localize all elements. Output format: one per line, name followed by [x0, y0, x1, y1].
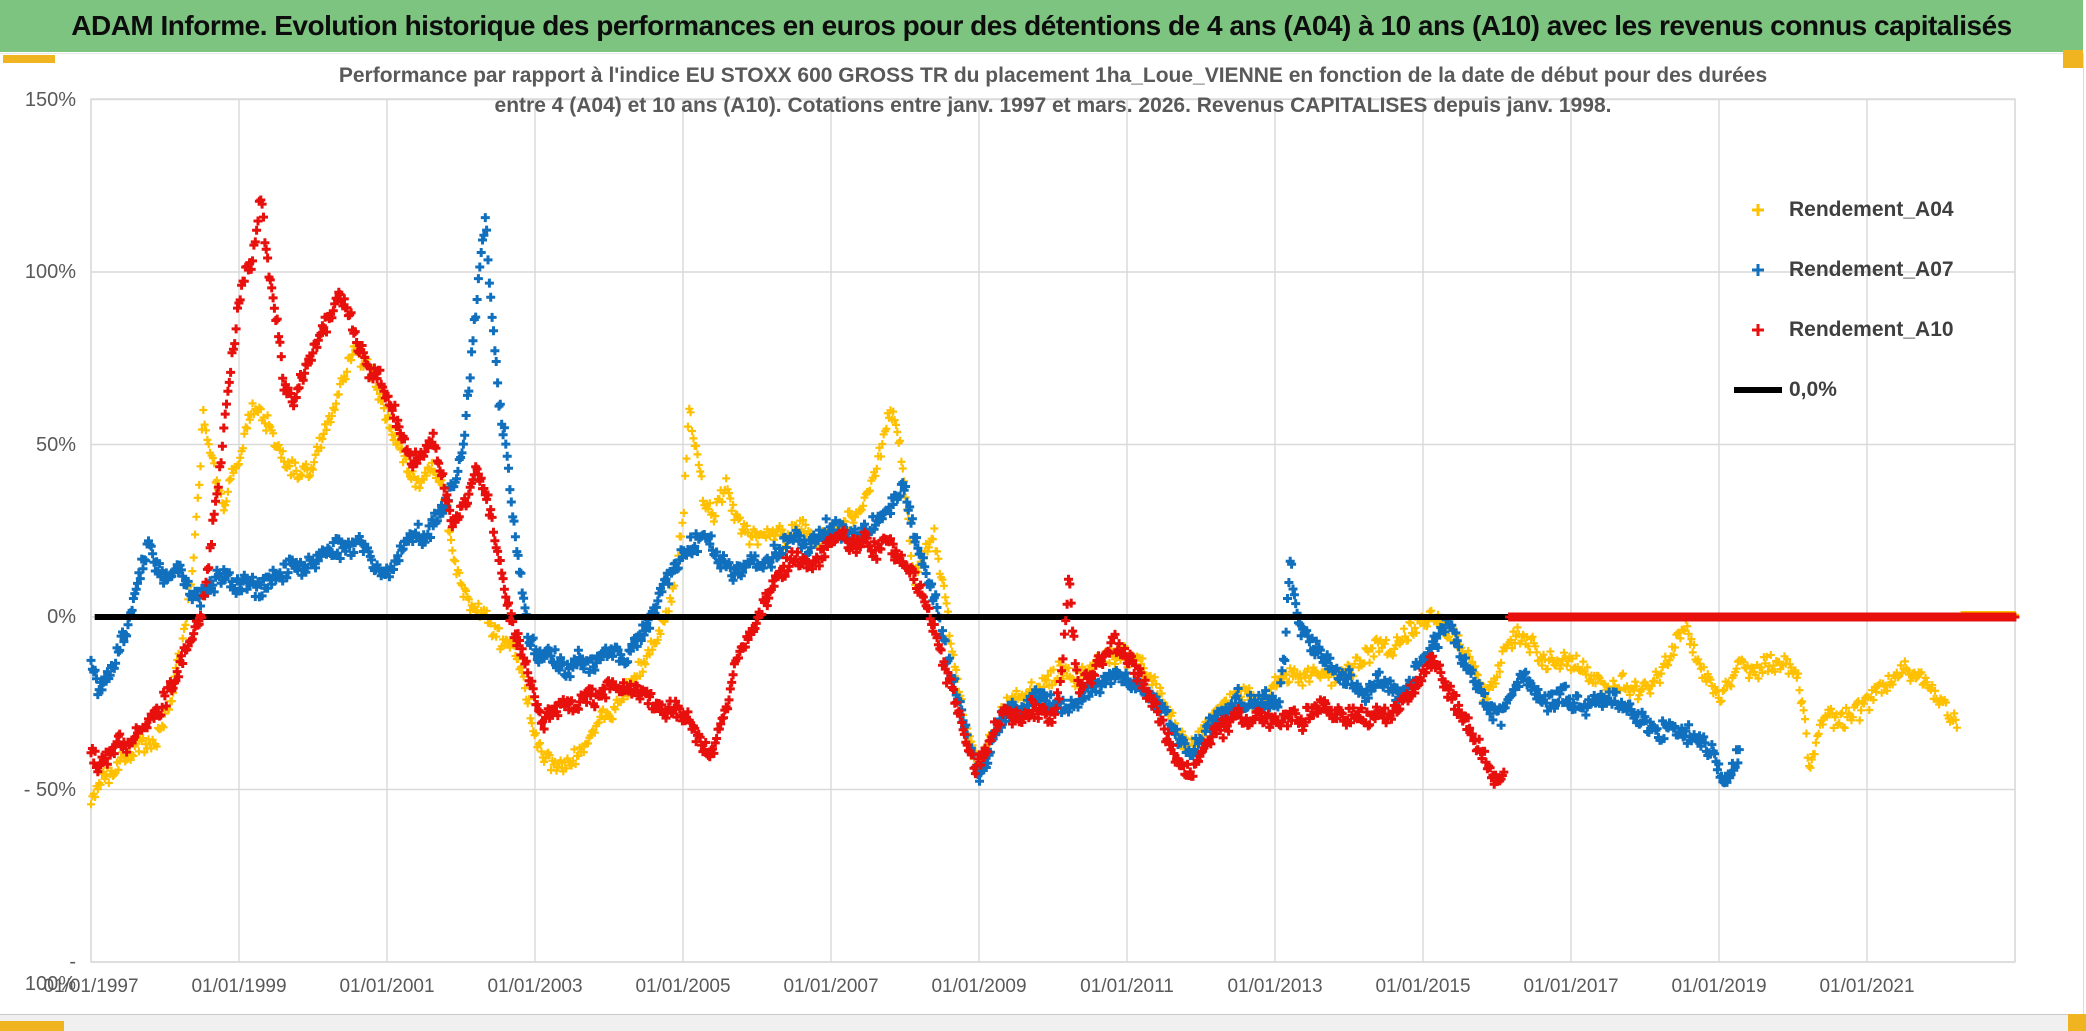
x-tick-label: 01/01/2019 [1671, 976, 1767, 997]
header-bar: ADAM Informe. Evolution historique des p… [0, 0, 2083, 52]
chart-title: Performance par rapport à l'indice EU ST… [91, 61, 2015, 121]
legend-item-Rendement-A04[interactable]: Rendement_A04 [1733, 195, 1954, 225]
y-tick-label: 100% [24, 261, 76, 283]
y-tick-label: 50% [35, 433, 76, 456]
bottom-strip [0, 1014, 2086, 1031]
series-Rendement_A10 [86, 195, 1509, 789]
x-tick-label: 01/01/2011 [1080, 976, 1174, 997]
chart-title-line1: Performance par rapport à l'indice EU ST… [338, 64, 1768, 87]
y-tick-label: - 100% [24, 951, 76, 995]
legend-label: Rendement_A04 [1789, 198, 1954, 221]
x-tick-label: 01/01/2009 [931, 976, 1027, 997]
x-tick-label: 01/01/2007 [783, 976, 879, 997]
zero-line-swatch [1733, 385, 1783, 395]
plot-border [90, 98, 2016, 963]
series-Rendement_A10 [1505, 612, 2020, 622]
legend-item-0-0-[interactable]: 0,0% [1733, 375, 1837, 405]
legend-item-Rendement-A07[interactable]: Rendement_A07 [1733, 255, 1954, 285]
x-tick-label: 01/01/1999 [191, 976, 287, 997]
page-title: ADAM Informe. Evolution historique des p… [71, 10, 2012, 41]
chart-object[interactable]: Performance par rapport à l'indice EU ST… [0, 53, 2084, 1014]
gold-accent-top-left [3, 55, 55, 63]
gold-accent-bottom-right [2068, 1014, 2086, 1031]
plus-marker-icon [1733, 259, 1783, 281]
x-tick-label: 01/01/2003 [487, 976, 583, 997]
x-tick-label: 01/01/2021 [1819, 976, 1915, 997]
plus-marker-icon [1733, 319, 1783, 341]
legend-label: Rendement_A10 [1789, 318, 1954, 341]
legend-label: Rendement_A07 [1789, 258, 1954, 281]
gold-accent-bottom-left [0, 1021, 64, 1031]
y-tick-label: 0% [47, 606, 76, 628]
y-tick-label: 150% [24, 88, 76, 111]
x-tick-label: 01/01/2017 [1523, 976, 1619, 997]
legend-label: 0,0% [1789, 378, 1837, 401]
x-tick-label: 01/01/2013 [1227, 976, 1323, 997]
x-tick-label: 01/01/2015 [1375, 976, 1471, 997]
legend-item-Rendement-A10[interactable]: Rendement_A10 [1733, 315, 1954, 345]
plus-marker-icon [1733, 199, 1783, 221]
chart-title-line2: entre 4 (A04) et 10 ans (A10). Cotations… [494, 94, 1612, 117]
y-tick-label: - 50% [23, 778, 76, 801]
gold-accent-top-right [2063, 50, 2083, 68]
x-tick-label: 01/01/2001 [339, 976, 435, 997]
x-tick-label: 01/01/1997 [43, 976, 139, 997]
x-tick-label: 01/01/2005 [635, 976, 731, 997]
